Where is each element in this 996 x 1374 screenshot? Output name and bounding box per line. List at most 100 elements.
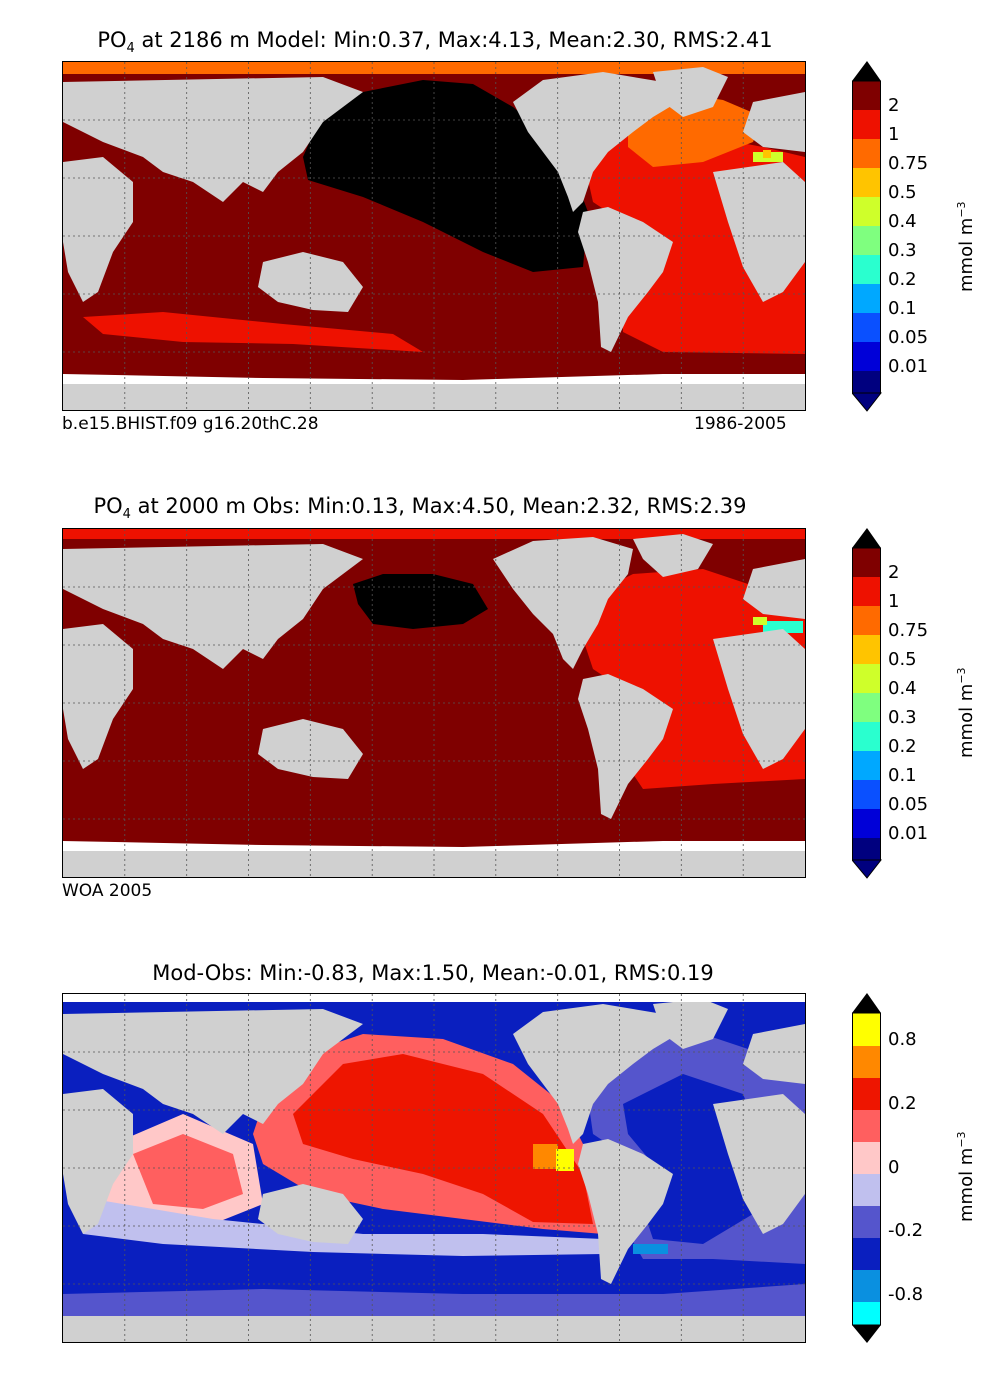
colorbar-min-arrow <box>852 1325 881 1343</box>
title-subscript: 4 <box>126 41 135 57</box>
colorbar-tick: 0.01 <box>888 356 929 377</box>
grid-lines <box>63 994 805 1342</box>
caption-left: WOA 2005 <box>62 881 153 901</box>
colorbar-segment <box>852 1046 881 1078</box>
field-mediterranean-patch <box>763 621 803 633</box>
colorbar <box>852 61 882 412</box>
colorbar-tick: 0.1 <box>888 298 917 319</box>
colorbar-segment <box>852 284 881 313</box>
title-text: at 2000 m Obs: Min:0.13, Max:4.50, Mean:… <box>130 494 747 518</box>
land-africa <box>63 1089 133 1234</box>
colorbar-tick: 0.5 <box>888 182 917 203</box>
land-europe-east <box>743 559 805 619</box>
field-southern-band <box>83 312 423 352</box>
colorbar-segment <box>852 197 881 226</box>
land-eurasia <box>63 544 363 669</box>
land-africa <box>63 157 133 302</box>
title-variable: PO <box>93 494 123 518</box>
colorbar-tick: 1 <box>888 124 900 145</box>
colorbar-segment <box>852 226 881 255</box>
colorbar-segment <box>852 751 881 780</box>
title-text: at 2186 m Model: Min:0.37, Max:4.13, Mea… <box>134 28 773 52</box>
colorbar-units: mmol m−3 <box>955 667 977 758</box>
colorbar-tick: 0.2 <box>888 269 917 290</box>
colorbar-min-arrow <box>852 392 882 412</box>
colorbar-segment <box>852 606 881 635</box>
land-south-america <box>578 207 673 352</box>
chart-title: Mod-Obs: Min:-0.83, Max:1.50, Mean:-0.01… <box>152 961 714 985</box>
colorbar-tick: 0.8 <box>888 1029 917 1050</box>
colorbar-tick: -0.8 <box>888 1284 924 1305</box>
chart-title: PO4 at 2186 m Model: Min:0.37, Max:4.13,… <box>0 28 870 56</box>
land-africa-east <box>713 162 805 302</box>
field-mediterranean-patch-2 <box>753 617 767 625</box>
colorbar-segment <box>852 1142 881 1174</box>
colorbar-segment <box>852 664 881 693</box>
colorbar-units: mmol m−3 <box>955 1131 977 1222</box>
caption-left: b.e15.BHIST.f09 g16.20thC.28 <box>62 414 319 434</box>
colorbar-segment <box>852 255 881 284</box>
land-greenland <box>653 999 728 1049</box>
field-indian-salmon <box>133 1134 243 1209</box>
land-south-america <box>578 1139 673 1284</box>
colorbar-tick: -0.2 <box>888 1220 924 1241</box>
colorbar-segment <box>852 371 881 393</box>
colorbar-segment <box>852 1110 881 1142</box>
colorbar-tick: 0.3 <box>888 240 917 261</box>
colorbar-segment <box>852 1270 881 1302</box>
colorbar-segment <box>852 1302 881 1325</box>
field-peru-yellow <box>556 1149 574 1171</box>
colorbar-segment <box>852 110 881 139</box>
colorbar-max-arrow <box>852 61 881 81</box>
colorbar-tick: 0.1 <box>888 765 917 786</box>
map-model <box>62 61 806 411</box>
colorbar-tick: 0.4 <box>888 211 917 232</box>
colorbar-min-arrow <box>852 859 882 879</box>
colorbar-segment <box>852 809 881 838</box>
colorbar-tick: 0.75 <box>888 620 929 641</box>
land-africa-east <box>713 629 805 769</box>
field-pacific-red <box>293 1054 593 1224</box>
map-canvas <box>63 62 805 410</box>
colorbar-segment <box>852 1238 881 1270</box>
field-peru-orange <box>533 1144 558 1169</box>
map-canvas <box>63 529 805 877</box>
colorbar-segment <box>852 548 881 577</box>
missing-antarctic-margin <box>63 841 805 851</box>
colorbar-segment <box>852 635 881 664</box>
land-eurasia <box>63 77 363 202</box>
missing-antarctic-margin <box>63 374 805 384</box>
field-tropics-lightblue <box>83 1199 603 1256</box>
colorbar-tick: 0.01 <box>888 823 929 844</box>
colorbar <box>852 528 882 879</box>
map-difference <box>62 993 806 1343</box>
map-obs <box>62 528 806 878</box>
land-africa <box>63 624 133 769</box>
land-greenland <box>653 67 728 117</box>
land-eurasia <box>63 1009 363 1134</box>
colorbar-max-arrow <box>852 528 881 548</box>
land-north-america <box>493 537 633 669</box>
title-subscript: 4 <box>122 507 131 523</box>
colorbar <box>852 993 881 1343</box>
caption-right: 1986-2005 <box>694 414 787 434</box>
colorbar-tick: 0.4 <box>888 678 917 699</box>
colorbar-segment <box>852 1206 881 1238</box>
colorbar-tick: 0.3 <box>888 707 917 728</box>
grid-lines <box>63 62 805 410</box>
colorbar-segment <box>852 139 881 168</box>
colorbar-tick: 0 <box>888 1157 900 1178</box>
colorbar-segment <box>852 168 881 197</box>
colorbar-segment <box>852 1078 881 1110</box>
colorbar-segment <box>852 81 881 110</box>
land-europe-east <box>743 1024 805 1084</box>
land-greenland <box>633 534 713 577</box>
colorbar-tick: 0.05 <box>888 327 929 348</box>
land-north-america <box>513 1004 678 1144</box>
field-mediterranean-patch-2 <box>763 150 771 158</box>
colorbar-units: mmol m−3 <box>955 201 977 292</box>
colorbar-tick: 0.05 <box>888 794 929 815</box>
land-europe-east <box>743 92 805 152</box>
colorbar-tick: 0.2 <box>888 736 917 757</box>
field-pacific-core <box>303 80 588 272</box>
